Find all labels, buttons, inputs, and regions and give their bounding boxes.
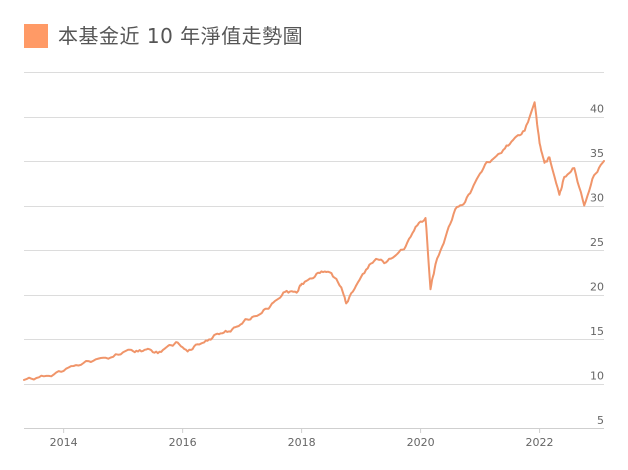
- data-point: [385, 261, 387, 264]
- data-point: [52, 373, 55, 376]
- y-tick-label: 10: [590, 370, 604, 383]
- data-point: [246, 318, 248, 321]
- data-point: [375, 258, 377, 260]
- data-point: [365, 268, 367, 271]
- data-point: [593, 174, 595, 176]
- y-tick-label: 15: [590, 325, 604, 338]
- data-point: [186, 350, 189, 353]
- data-point: [504, 147, 506, 150]
- data-point: [603, 160, 605, 162]
- data-point: [285, 290, 288, 292]
- data-point: [558, 194, 561, 196]
- y-tick-label: 20: [590, 281, 604, 294]
- data-point: [157, 352, 159, 355]
- x-tick-label: 2014: [50, 436, 78, 449]
- data-point: [444, 236, 447, 239]
- series-line-0: [23, 101, 605, 381]
- data-point: [538, 142, 541, 144]
- data-point: [484, 163, 486, 166]
- data-point: [523, 129, 526, 132]
- data-point: [38, 376, 40, 379]
- y-tick-label: 30: [590, 192, 604, 205]
- y-tick-label: 5: [597, 414, 604, 427]
- x-tick-label: 2022: [526, 436, 554, 449]
- y-axis-ticks: 5 10 15 20 25 30 35 40: [590, 103, 604, 428]
- data-point: [548, 156, 551, 159]
- x-tick-label: 2018: [288, 436, 316, 449]
- data-point: [434, 263, 437, 266]
- data-point: [494, 156, 496, 159]
- data-point: [355, 284, 357, 287]
- chart-title: 本基金近 10 年淨值走勢圖: [58, 24, 304, 48]
- legend-swatch: [24, 24, 48, 48]
- data-point: [474, 181, 476, 184]
- y-tick-label: 25: [590, 236, 604, 249]
- data-point: [276, 299, 278, 301]
- data-point: [395, 254, 397, 257]
- chart-legend: 本基金近 10 年淨值走勢圖: [24, 24, 303, 48]
- data-point: [543, 162, 546, 164]
- data-point: [23, 379, 25, 381]
- data-point: [345, 302, 348, 305]
- data-point: [320, 270, 323, 273]
- data-point: [112, 356, 114, 358]
- data-point: [97, 357, 100, 360]
- data-point: [340, 286, 343, 289]
- data-point: [429, 288, 432, 291]
- x-axis-ticks: 2014 2016 2018 2020 2022: [50, 428, 554, 449]
- data-point: [514, 137, 516, 139]
- data-point: [533, 101, 536, 104]
- data-point: [454, 208, 457, 210]
- data-point: [137, 350, 139, 353]
- data-point: [563, 176, 566, 178]
- data-point: [176, 341, 179, 344]
- data-point: [573, 167, 576, 169]
- data-point: [216, 332, 219, 335]
- data-point: [295, 291, 298, 294]
- data-point: [256, 315, 258, 317]
- data-point: [583, 204, 585, 207]
- data-point: [226, 331, 228, 333]
- x-tick-label: 2016: [169, 436, 197, 449]
- data-point: [127, 348, 129, 351]
- data-point: [330, 272, 333, 274]
- data-point: [67, 366, 70, 369]
- data-point: [310, 277, 313, 280]
- data-point: [167, 345, 169, 347]
- data-point: [414, 226, 417, 228]
- y-tick-label: 35: [590, 147, 604, 160]
- grid-lines: [24, 72, 604, 429]
- data-point: [196, 343, 199, 346]
- data-point: [147, 348, 149, 350]
- data-point: [404, 245, 407, 248]
- data-point: [82, 362, 85, 364]
- series-layer: [23, 101, 605, 381]
- data-point: [300, 283, 303, 285]
- data-point: [464, 201, 467, 203]
- x-tick-label: 2020: [407, 436, 435, 449]
- y-tick-label: 40: [590, 103, 604, 116]
- data-point: [236, 325, 238, 328]
- data-point: [424, 217, 427, 219]
- data-point: [266, 307, 268, 310]
- data-point: [206, 340, 209, 342]
